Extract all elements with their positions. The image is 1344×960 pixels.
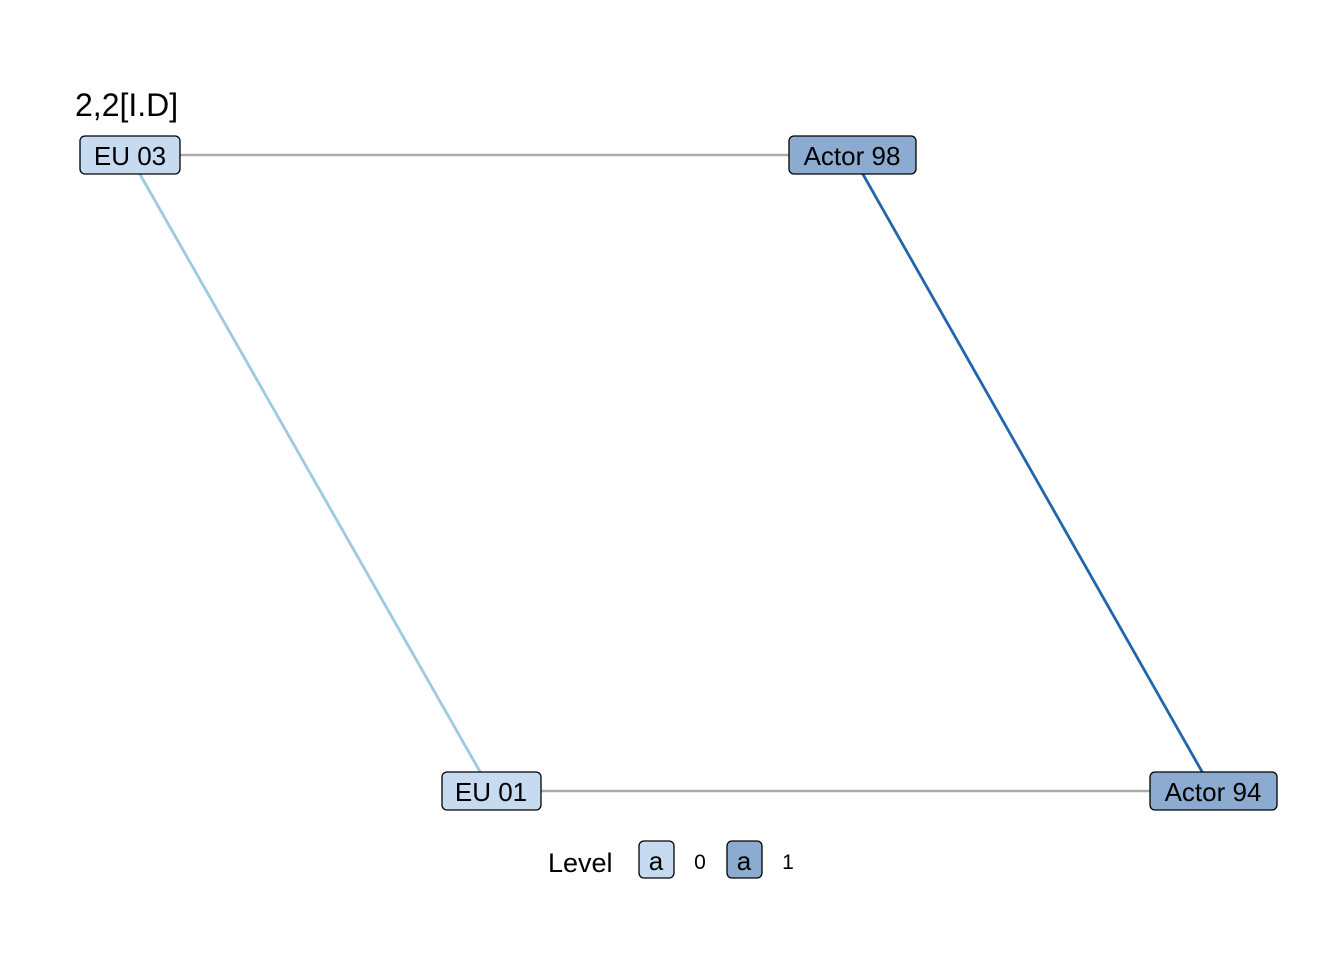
legend-key-glyph: a <box>737 846 752 876</box>
legend-level-0-label: 0 <box>694 851 706 874</box>
diagram-title: 2,2[I.D] <box>75 87 178 123</box>
node-actor94-label: Actor 94 <box>1165 777 1262 807</box>
node-eu03-box <box>79 135 181 175</box>
node-eu01: EU 01 <box>441 771 542 811</box>
node-actor98-box <box>788 135 917 175</box>
node-actor94: Actor 94 <box>1149 771 1278 811</box>
legend: Level a 0 a 1 <box>548 840 794 879</box>
legend-level-1-label: 1 <box>782 851 794 874</box>
legend-key-level-1 <box>726 840 763 879</box>
legend-item-level-1: a 1 <box>726 840 794 879</box>
legend-key-glyph: a <box>649 846 664 876</box>
node-actor98: Actor 98 <box>788 135 917 175</box>
legend-item-level-0: a 0 <box>638 840 706 879</box>
node-eu01-label: EU 01 <box>455 777 527 807</box>
node-eu01-box <box>441 771 542 811</box>
legend-key-level-0 <box>638 840 675 879</box>
legend-title: Level <box>548 848 613 878</box>
edge-eu03-eu01 <box>127 154 493 792</box>
node-eu03: EU 03 <box>79 135 181 175</box>
edge-actor98-actor94 <box>850 154 1215 792</box>
node-actor94-box <box>1149 771 1278 811</box>
node-eu03-label: EU 03 <box>94 141 166 171</box>
node-actor98-label: Actor 98 <box>804 141 901 171</box>
